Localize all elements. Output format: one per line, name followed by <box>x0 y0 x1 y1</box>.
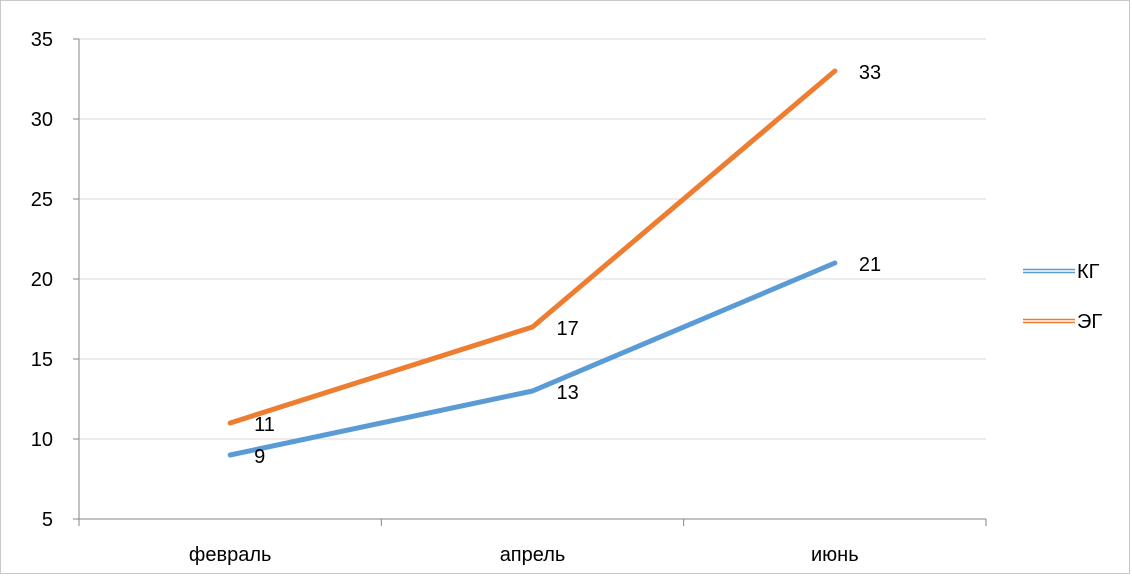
axes: 5 10 15 20 25 30 35 февраль апрель июнь <box>31 29 986 566</box>
y-tick-label-10: 10 <box>31 429 53 451</box>
series-lines <box>230 71 835 455</box>
data-label-1-2: 33 <box>859 62 881 84</box>
data-label-0-1: 13 <box>557 382 579 404</box>
legend-label-1: ЭГ <box>1077 311 1102 333</box>
data-label-0-2: 21 <box>859 254 881 276</box>
gridlines <box>79 39 986 439</box>
legend-label-0: КГ <box>1077 261 1100 283</box>
data-labels: 9 13 21 11 17 33 <box>254 62 881 468</box>
x-tick-label-1: апрель <box>500 544 566 566</box>
y-tick-label-25: 25 <box>31 189 53 211</box>
y-tick-label-15: 15 <box>31 349 53 371</box>
y-tick-label-30: 30 <box>31 109 53 131</box>
legend: КГ ЭГ <box>1023 261 1102 333</box>
legend-item-0: КГ <box>1023 261 1100 283</box>
series-line-1 <box>230 71 835 423</box>
y-tick-label-5: 5 <box>42 509 53 531</box>
x-tick-label-2: июнь <box>811 544 859 566</box>
data-label-0-0: 9 <box>254 446 265 468</box>
y-tick-label-35: 35 <box>31 29 53 51</box>
x-tick-label-0: февраль <box>189 544 272 566</box>
y-tick-label-20: 20 <box>31 269 53 291</box>
data-label-1-0: 11 <box>254 414 275 436</box>
legend-item-1: ЭГ <box>1023 311 1102 333</box>
data-label-1-1: 17 <box>557 318 579 340</box>
